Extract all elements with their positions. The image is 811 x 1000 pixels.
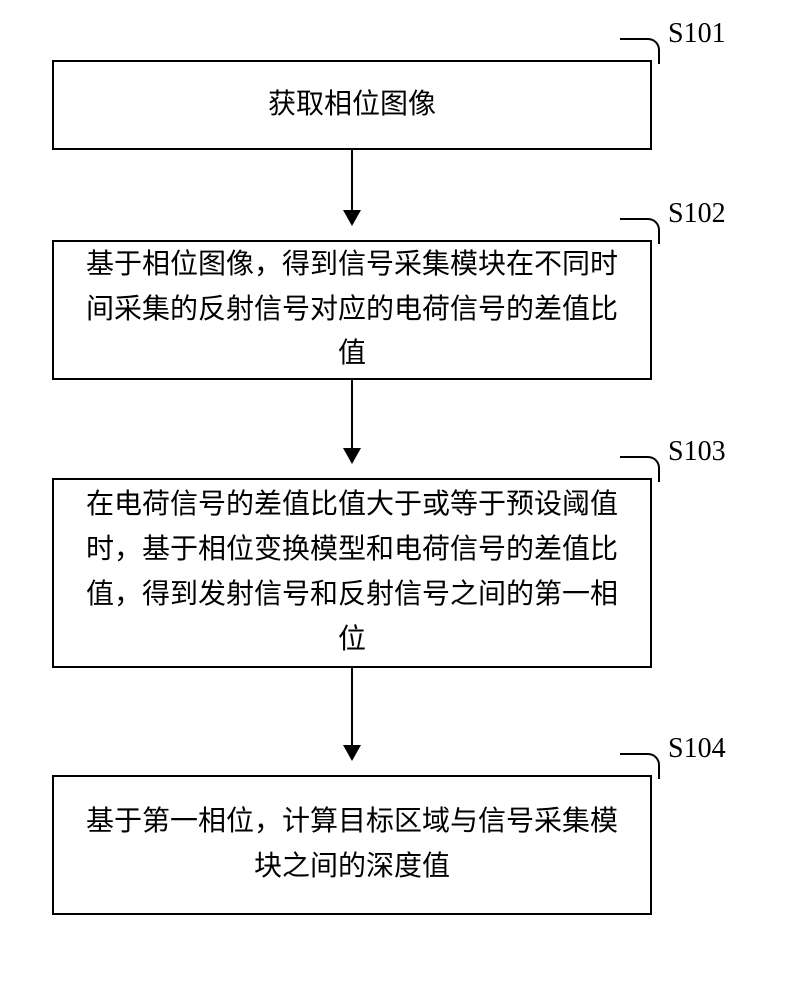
step-label-1-text: S101 — [668, 18, 726, 49]
arrow-1 — [351, 150, 353, 224]
step-label-4: S104 — [668, 733, 726, 765]
flowchart-node-4: 基于第一相位，计算目标区域与信号采集模块之间的深度值 — [52, 775, 652, 915]
flowchart-container: S101 获取相位图像 S102 基于相位图像，得到信号采集模块在不同时间采集的… — [0, 0, 811, 1000]
node-4-text: 基于第一相位，计算目标区域与信号采集模块之间的深度值 — [74, 800, 630, 890]
step-label-3: S103 — [668, 436, 726, 468]
flowchart-node-3: 在电荷信号的差值比值大于或等于预设阈值时，基于相位变换模型和电荷信号的差值比值，… — [52, 478, 652, 668]
step-label-4-text: S104 — [668, 733, 726, 764]
flowchart-node-1: 获取相位图像 — [52, 60, 652, 150]
node-3-text: 在电荷信号的差值比值大于或等于预设阈值时，基于相位变换模型和电荷信号的差值比值，… — [74, 483, 630, 662]
arrow-2 — [351, 380, 353, 462]
flowchart-node-2: 基于相位图像，得到信号采集模块在不同时间采集的反射信号对应的电荷信号的差值比值 — [52, 240, 652, 380]
node-2-text: 基于相位图像，得到信号采集模块在不同时间采集的反射信号对应的电荷信号的差值比值 — [74, 243, 630, 377]
step-label-3-text: S103 — [668, 436, 726, 467]
arrow-3 — [351, 668, 353, 759]
step-label-2: S102 — [668, 198, 726, 230]
node-1-text: 获取相位图像 — [268, 83, 436, 128]
step-label-1: S101 — [668, 18, 726, 50]
step-label-2-text: S102 — [668, 198, 726, 229]
